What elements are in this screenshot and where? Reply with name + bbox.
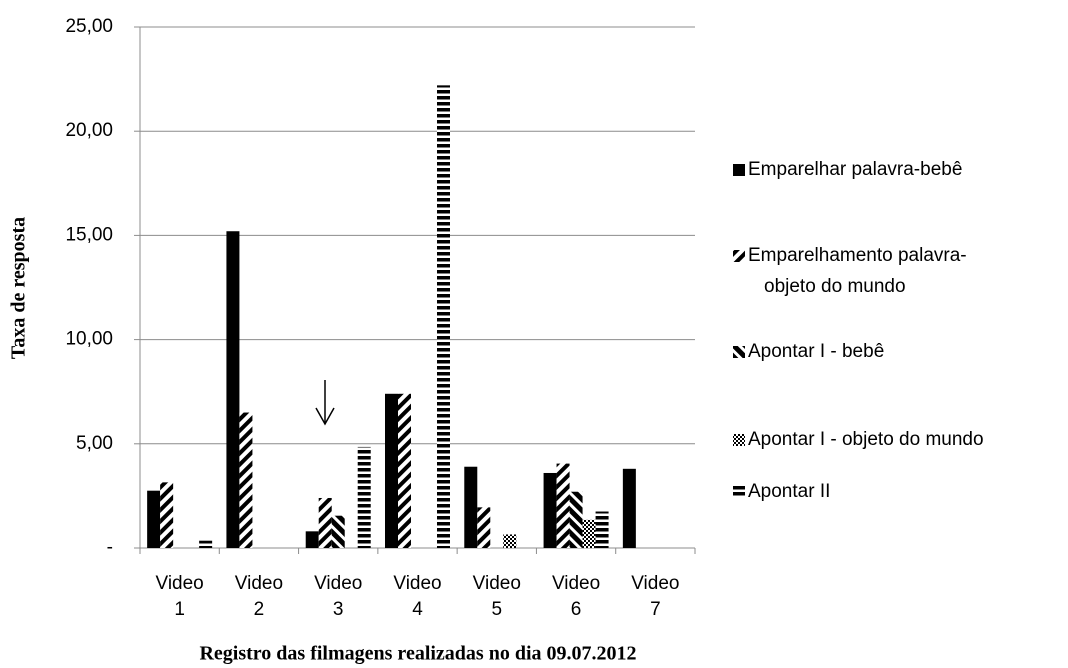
x-tick-label: Video 3 — [314, 573, 362, 620]
bar — [437, 85, 450, 549]
bar — [147, 490, 161, 548]
bar — [503, 534, 517, 548]
legend-item: Apontar I - objeto do mundo — [733, 429, 984, 450]
bar — [199, 540, 213, 548]
legend-label: Emparelhar palavra-bebê — [748, 159, 962, 180]
legend-swatch — [733, 250, 745, 262]
bar — [160, 482, 174, 548]
x-tick-label: Video 1 — [156, 573, 204, 620]
x-tick-label: Video 2 — [235, 573, 283, 620]
legend-label: Emparelhamento palavra-objeto do mundo — [748, 245, 967, 297]
bar — [595, 511, 609, 548]
legend-item: Emparelhamento palavra-objeto do mundo — [733, 245, 967, 297]
bar — [569, 491, 583, 548]
y-axis-title: Taxa de resposta — [8, 217, 30, 359]
legend-swatch — [733, 486, 745, 498]
y-tick-label: 15,00 — [65, 224, 113, 245]
bar — [331, 515, 345, 548]
bar — [543, 472, 557, 548]
legend-label: Apontar I - bebê — [748, 341, 884, 362]
bar — [226, 231, 240, 548]
legend-swatch — [733, 164, 745, 176]
x-tick-label: Video 6 — [552, 573, 600, 620]
x-tick-label: Video 5 — [473, 573, 521, 620]
x-tick-label: Video 7 — [631, 573, 679, 620]
y-tick-label: 25,00 — [65, 16, 113, 37]
legend-item: Emparelhar palavra-bebê — [733, 159, 962, 180]
arrow — [315, 380, 335, 426]
bar — [556, 463, 570, 548]
legend-swatch — [733, 434, 745, 446]
bar — [622, 468, 636, 548]
legend-label: Apontar I - objeto do mundo — [748, 429, 984, 450]
x-tick-label: Video 4 — [393, 573, 441, 620]
bar — [305, 531, 319, 548]
legend-label: Apontar II — [748, 481, 830, 502]
bar — [582, 519, 596, 548]
legend-item: Apontar I - bebê — [733, 341, 884, 362]
bar — [398, 393, 411, 548]
y-tick-label: 20,00 — [65, 120, 113, 141]
bar — [477, 507, 491, 548]
bar — [357, 446, 371, 548]
bar — [464, 466, 478, 548]
bar — [239, 412, 253, 548]
legend-swatch — [733, 346, 745, 358]
x-axis-title: Registro das filmagens realizadas no dia… — [199, 643, 636, 665]
bar — [318, 497, 332, 548]
legend-item: Apontar II — [733, 481, 830, 502]
bar — [385, 393, 398, 548]
y-tick-label: 10,00 — [65, 329, 113, 350]
y-tick-label: 5,00 — [76, 433, 113, 454]
y-tick-label: - — [107, 537, 113, 558]
